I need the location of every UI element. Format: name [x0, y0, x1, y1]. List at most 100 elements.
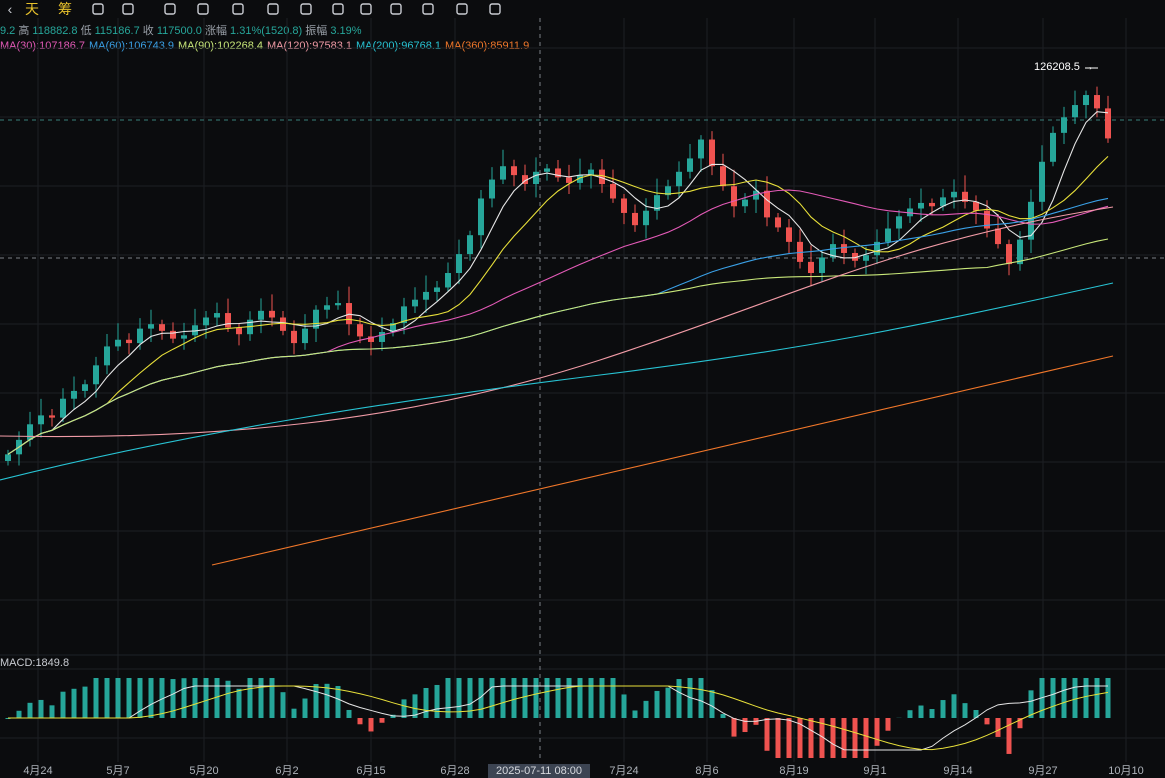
candle-body [357, 324, 363, 336]
candle-body [324, 305, 330, 309]
peak-price-label: 126208.5 → [1034, 61, 1094, 73]
macd-bar [732, 718, 737, 737]
macd-bar [237, 689, 242, 718]
macd-bar [600, 678, 605, 718]
x-tick-label: 7月24 [609, 765, 638, 776]
ma90-line [8, 239, 1108, 454]
macd-bar [941, 700, 946, 718]
ma30-line [8, 190, 1108, 454]
candle-body [1050, 133, 1056, 162]
macd-bar [292, 709, 297, 718]
candle-body [731, 186, 737, 206]
ma120-line [0, 207, 1113, 437]
candle-body [434, 287, 440, 291]
macd-bar [875, 718, 880, 746]
macd-bar [842, 718, 847, 758]
candle-body [764, 191, 770, 218]
macd-bar [105, 678, 110, 718]
macd-bar [952, 694, 957, 718]
macd-bar [490, 678, 495, 718]
macd-bar [1106, 678, 1111, 718]
macd-bar [369, 718, 374, 731]
candle-body [236, 328, 242, 335]
macd-bar [424, 688, 429, 718]
macd-bar [743, 718, 748, 732]
candle-body [533, 172, 539, 184]
macd-bar [468, 678, 473, 718]
macd-bar [50, 705, 55, 718]
candle-body [291, 331, 297, 343]
macd-bar [259, 678, 264, 718]
x-tick-label: 5月7 [106, 765, 129, 776]
candle-body [742, 200, 748, 207]
candle-body [973, 202, 979, 211]
x-tick-label: 6月2 [275, 765, 298, 776]
ma360-line [212, 356, 1113, 565]
macd-bar [204, 678, 209, 718]
macd-bar [512, 678, 517, 718]
macd-bar [567, 678, 572, 718]
candle-body [841, 244, 847, 253]
macd-bar [39, 700, 44, 718]
macd-bar [325, 684, 330, 718]
macd-bar [171, 679, 176, 718]
candle-body [49, 415, 55, 417]
candle-body [302, 329, 308, 343]
macd-bar [248, 678, 253, 718]
candle-body [995, 229, 1001, 245]
candle-body [819, 257, 825, 273]
macd-bar [809, 718, 814, 758]
candle-body [489, 180, 495, 199]
macd-bar [182, 678, 187, 718]
macd-bar [534, 678, 539, 718]
candle-body [60, 399, 66, 418]
candle-body [5, 454, 11, 461]
macd-bar [611, 678, 616, 718]
macd-bar [193, 678, 198, 718]
macd-bar [435, 685, 440, 718]
macd-bar [831, 718, 836, 758]
candle-body [269, 311, 275, 318]
macd-bar [116, 678, 121, 718]
macd-bar [919, 706, 924, 718]
candle-body [71, 391, 77, 399]
candle-body [951, 192, 957, 198]
candle-body [1061, 117, 1067, 133]
macd-bar [303, 699, 308, 718]
macd-bar [1084, 678, 1089, 718]
macd-bar [1095, 678, 1100, 718]
candle-body [1094, 95, 1100, 108]
candle-body [566, 177, 572, 183]
candle-body [544, 168, 550, 171]
macd-bar [501, 678, 506, 718]
macd-bar [149, 678, 154, 718]
macd-bar [358, 718, 363, 724]
candle-body [511, 166, 517, 175]
macd-bar [94, 678, 99, 718]
candle-body [885, 229, 891, 242]
candle-body [1028, 202, 1034, 240]
macd-bar [721, 714, 726, 718]
macd-bar [589, 678, 594, 718]
x-tick-label: 6月15 [356, 765, 385, 776]
candle-body [258, 311, 264, 320]
candle-body [126, 340, 132, 343]
candle-body [137, 329, 143, 343]
macd-bar [1051, 678, 1056, 718]
candle-body [170, 331, 176, 339]
candle-body [346, 303, 352, 324]
macd-bar [61, 692, 66, 718]
x-tick-label: 8月6 [695, 765, 718, 776]
candle-body [148, 324, 154, 328]
macd-bar [710, 690, 715, 718]
macd-bar [963, 703, 968, 718]
candle-body [93, 365, 99, 384]
candle-body [632, 213, 638, 225]
macd-bar [776, 718, 781, 758]
macd-bar [314, 684, 319, 718]
candle-body [808, 262, 814, 273]
candle-body [423, 292, 429, 300]
candle-body [82, 384, 88, 391]
macd-bar [985, 718, 990, 724]
